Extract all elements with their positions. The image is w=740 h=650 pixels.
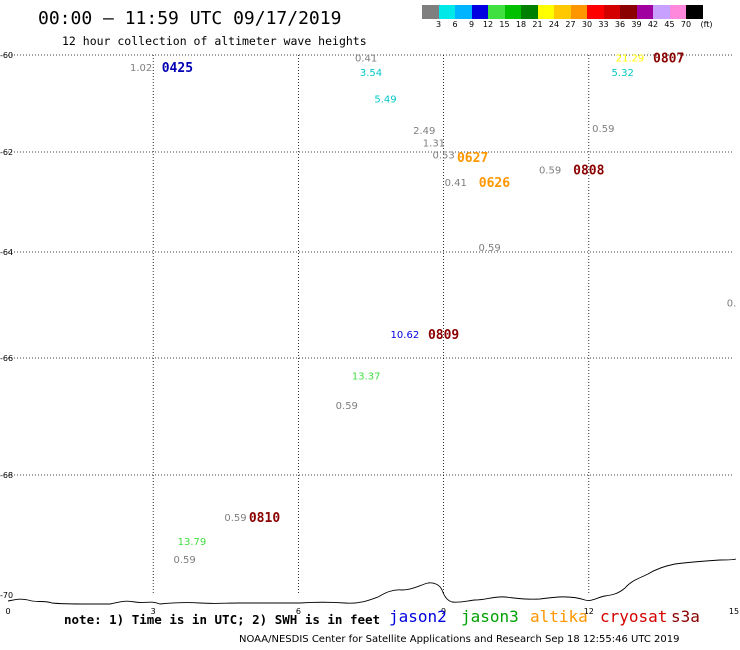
colorbar-swatch <box>669 5 686 19</box>
y-tick-label: -64 <box>0 248 13 257</box>
coastline <box>7 558 737 605</box>
colorbar-swatch <box>587 5 604 19</box>
colorbar-label: 27 <box>565 20 576 29</box>
swh-value-label: 5.49 <box>374 95 396 106</box>
wave-height-colorbar: 3 6 9 12 15 18 21 24 27 30 33 36 39 42 45 70 (ft) <box>422 5 713 33</box>
swh-value-label: 0.59 <box>336 401 358 412</box>
swh-value-label: 5.32 <box>612 68 634 79</box>
swh-value-label: 0. <box>727 298 737 309</box>
colorbar-swatch <box>521 5 538 19</box>
satellite-legend-jason2: jason2 <box>389 607 447 626</box>
colorbar-label: 9 <box>468 20 475 29</box>
pass-time-label: 0626 <box>479 176 510 191</box>
swh-value-label: 0.59 <box>174 555 196 566</box>
colorbar-labels: 3 6 9 12 15 18 21 24 27 30 33 36 39 42 45 70 (ft) <box>422 19 713 33</box>
colorbar-swatch <box>636 5 653 19</box>
swh-value-label: 1.02 <box>130 63 152 74</box>
swh-value-label: 2.49 <box>413 126 435 137</box>
colorbar-swatch <box>422 5 439 19</box>
swh-value-label: 0.59 <box>478 243 500 254</box>
satellite-legend-cryosat: cryosat <box>600 607 668 626</box>
x-tick-label: 6 <box>296 607 301 616</box>
swh-value-label: 0.59 <box>224 513 246 524</box>
pass-time-label: 0807 <box>653 51 684 66</box>
pass-time-label: 0809 <box>428 328 459 343</box>
colorbar-label: 18 <box>515 20 527 29</box>
colorbar-swatches <box>422 5 703 19</box>
colorbar-label: 33 <box>598 20 609 29</box>
colorbar-swatch <box>603 5 620 19</box>
x-tick-label: 0 <box>5 607 10 616</box>
y-tick-label: -68 <box>0 471 13 480</box>
colorbar-swatch <box>554 5 571 19</box>
x-tick-label: 3 <box>151 607 156 616</box>
pass-time-labels: 0425 0807 0627 0808 0626 0809 0810 <box>162 51 685 526</box>
colorbar-label: 42 <box>647 20 659 29</box>
x-tick-label: 9 <box>441 607 446 616</box>
colorbar-label: 3 <box>435 20 442 29</box>
swh-labels: 1.02 0.41 3.54 5.49 2.491.31 0.53 0.41 0.59 0.59… <box>130 53 736 566</box>
colorbar-label: 12 <box>482 20 494 29</box>
swh-value-label: 1.31 <box>423 138 445 149</box>
x-tick-label: 15 <box>729 607 739 616</box>
colorbar-label: (ft) <box>700 20 713 29</box>
units-note: note: 1) Time is in UTC; 2) SWH is in fe… <box>64 612 381 627</box>
colorbar-label: 70 <box>680 20 692 29</box>
swh-value-label: 13.79 <box>178 537 207 548</box>
swh-value-label: 0.59 <box>592 124 614 135</box>
colorbar-swatch <box>455 5 472 19</box>
pass-time-label: 0808 <box>573 164 604 179</box>
swh-value-label: 0.41 <box>445 178 467 189</box>
map-subtitle: 12 hour collection of altimeter wave hei… <box>62 34 367 48</box>
y-tick-label: -70 <box>0 591 13 600</box>
colorbar-swatch <box>438 5 455 19</box>
colorbar-label: 30 <box>581 20 593 29</box>
swh-value-label: 21.29 <box>616 53 645 64</box>
satellite-legend-s3a: s3a <box>671 607 700 626</box>
map-title: 00:00 – 11:59 UTC 09/17/2019 <box>38 8 342 29</box>
colorbar-label: 39 <box>631 20 642 29</box>
colorbar-label: 45 <box>664 20 675 29</box>
satellite-legend-altika: altika <box>530 607 588 626</box>
colorbar-swatch <box>620 5 637 19</box>
pass-time-label: 0425 <box>162 61 193 76</box>
swh-value-label: 0.53 <box>432 151 454 162</box>
colorbar-swatch <box>570 5 587 19</box>
y-tick-label: -66 <box>0 354 13 363</box>
y-tick-label: -60 <box>0 51 13 60</box>
swh-value-label: 3.54 <box>360 68 382 79</box>
swh-value-label: 0.41 <box>355 53 377 64</box>
colorbar-swatch <box>504 5 521 19</box>
x-tick-label: 12 <box>584 607 594 616</box>
colorbar-swatch <box>653 5 670 19</box>
colorbar-swatch <box>471 5 488 19</box>
colorbar-label: 36 <box>614 20 626 29</box>
x-axis-ticks: 0 3 6 9 12 15 <box>5 607 739 616</box>
colorbar-label: 6 <box>452 20 458 29</box>
y-axis-ticks: -60 -62 -64 -66 -68 -70 <box>0 51 13 600</box>
colorbar-swatch <box>537 5 554 19</box>
credit-line: NOAA/NESDIS Center for Satellite Applica… <box>239 634 680 645</box>
pass-time-label: 0627 <box>457 151 488 166</box>
swh-value-label: 10.62 <box>391 330 420 341</box>
swh-value-label: 13.37 <box>352 372 381 383</box>
pass-time-label: 0810 <box>249 511 280 526</box>
satellite-legend-jason3: jason3 <box>461 607 519 626</box>
y-tick-label: -62 <box>0 148 13 157</box>
colorbar-label: 24 <box>548 20 560 29</box>
map-grid <box>8 54 734 595</box>
colorbar-swatch <box>686 5 703 19</box>
colorbar-label: 21 <box>532 20 543 29</box>
colorbar-swatch <box>488 5 505 19</box>
swh-value-label: 0.59 <box>539 166 561 177</box>
colorbar-label: 15 <box>499 20 510 29</box>
